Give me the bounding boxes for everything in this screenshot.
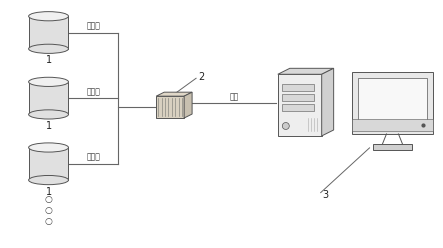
Bar <box>29 148 69 180</box>
Polygon shape <box>322 68 334 136</box>
Polygon shape <box>156 96 184 118</box>
Ellipse shape <box>29 176 69 185</box>
Circle shape <box>282 123 289 129</box>
Text: 1: 1 <box>46 187 51 197</box>
Ellipse shape <box>29 143 69 152</box>
Text: ○: ○ <box>45 217 52 226</box>
Bar <box>29 82 69 114</box>
Text: ○: ○ <box>45 206 52 215</box>
Ellipse shape <box>29 12 69 21</box>
Text: 1: 1 <box>46 55 51 65</box>
Ellipse shape <box>29 77 69 87</box>
Text: ○: ○ <box>45 195 52 204</box>
Ellipse shape <box>29 44 69 53</box>
Bar <box>282 104 314 111</box>
Bar <box>29 16 69 49</box>
Bar <box>282 94 314 101</box>
Text: 串口线: 串口线 <box>86 22 101 31</box>
Bar <box>352 119 433 131</box>
Bar <box>282 84 314 91</box>
Polygon shape <box>278 68 334 74</box>
Ellipse shape <box>29 110 69 119</box>
Bar <box>373 144 412 150</box>
Text: 3: 3 <box>323 190 329 200</box>
Bar <box>358 78 427 122</box>
Text: 网线: 网线 <box>229 92 239 101</box>
Polygon shape <box>184 92 192 118</box>
Bar <box>352 72 433 134</box>
Text: 串口线: 串口线 <box>86 87 101 96</box>
Text: 2: 2 <box>198 72 204 82</box>
Polygon shape <box>156 92 192 96</box>
Text: 串口线: 串口线 <box>86 153 101 162</box>
Text: 1: 1 <box>46 121 51 131</box>
Polygon shape <box>278 74 322 136</box>
